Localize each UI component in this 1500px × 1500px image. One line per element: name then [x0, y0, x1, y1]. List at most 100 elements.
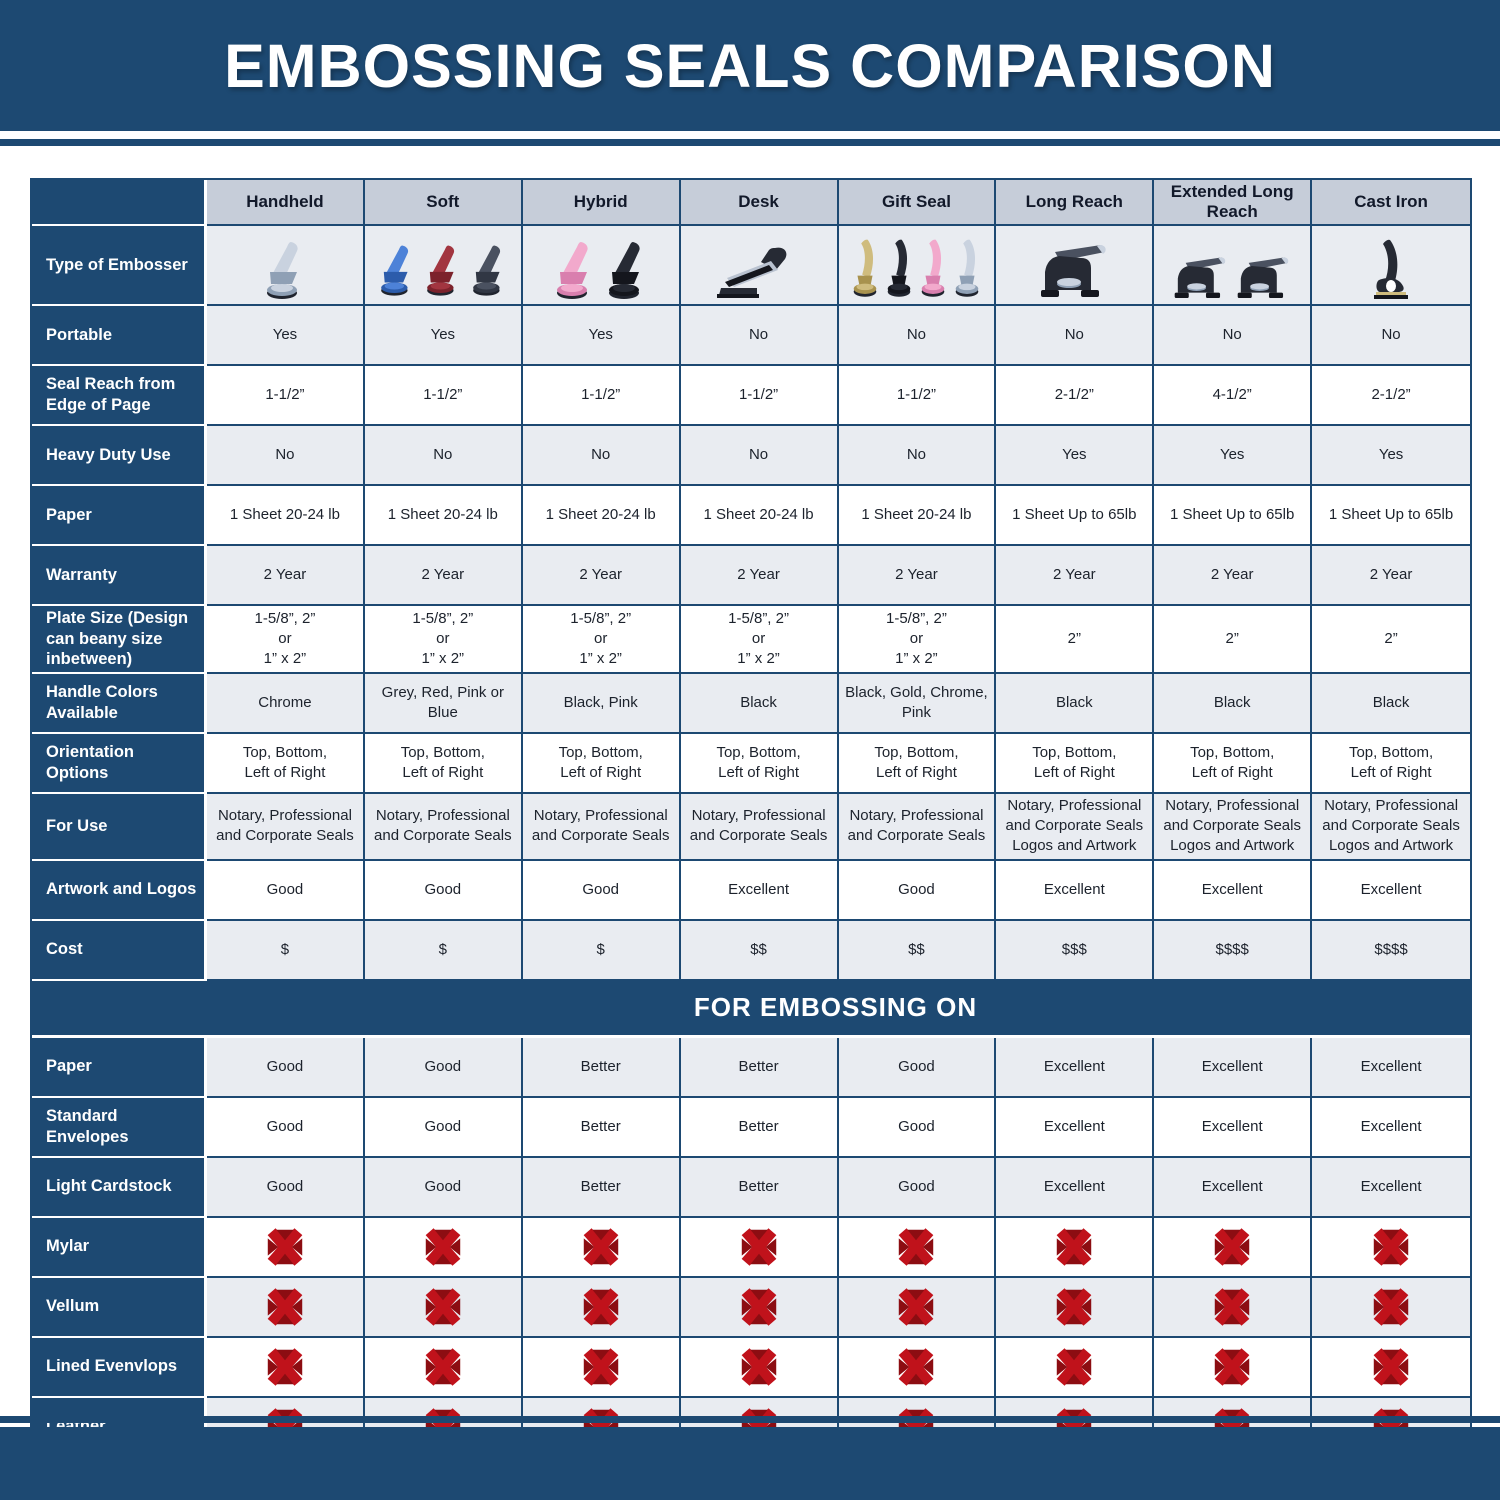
spec-cell: Notary, Professional and Corporate Seals: [364, 793, 523, 861]
not-suitable-cell: [522, 1277, 681, 1338]
not-suitable-cell: [996, 1337, 1155, 1398]
spec-cell: Grey, Red, Pink or Blue: [364, 673, 523, 734]
red-x-icon: [899, 1227, 934, 1266]
table-row: Heavy Duty Use No No No No No Yes Yes Yes: [32, 426, 1470, 486]
embosser-shape: [266, 242, 298, 299]
embosser-shape: [426, 245, 454, 296]
spec-cell: Notary, Professional and Corporate Seals: [522, 793, 681, 861]
red-x-icon: [899, 1347, 934, 1386]
red-x-icon: [741, 1347, 776, 1386]
spec-cell: 1 Sheet 20-24 lb: [364, 486, 523, 546]
spec-cell: No: [680, 306, 839, 366]
spec-cell: Good: [364, 1157, 523, 1218]
spec-cell: Chrome: [207, 673, 365, 734]
table-row: For Use Notary, Professional and Corporat…: [32, 793, 1470, 861]
spec-cell: Excellent: [1154, 860, 1313, 921]
spec-cell: Excellent: [996, 1097, 1155, 1158]
embosser-type-row: Type of Embosser: [32, 226, 1470, 306]
red-x-icon: [1056, 1227, 1092, 1266]
red-x-icon: [741, 1287, 776, 1326]
embosser-image-cell: [1312, 226, 1470, 306]
not-suitable-cell: [680, 1337, 839, 1398]
red-x-icon: [1056, 1347, 1092, 1386]
table-header-row: Handheld Soft Hybrid Desk Gift Seal Long Reac…: [32, 180, 1470, 226]
table-row: Handle Colors Available Chrome Grey, Red, …: [32, 673, 1470, 734]
spec-cell: 1-1/2”: [364, 366, 523, 426]
spec-cell: Better: [680, 1097, 839, 1158]
embosser-shape: [888, 239, 911, 297]
desk-embosser-icon: [687, 228, 831, 302]
section-band: FOR EMBOSSING ON: [32, 980, 1470, 1038]
row-label: Artwork and Logos: [32, 860, 207, 921]
spec-cell: Excellent: [1154, 1097, 1313, 1158]
extended-long-reach-embosser-icon: [1160, 228, 1304, 302]
embosser-shape: [854, 239, 877, 297]
spec-cell: Yes: [1154, 426, 1313, 486]
embosser-image-cell: [680, 226, 839, 306]
embosser-image-cell: [364, 226, 523, 306]
row-label: Handle Colors Available: [32, 673, 207, 734]
spec-cell: $$: [680, 920, 839, 981]
handheld-embosser-icon: [213, 228, 357, 302]
spec-cell: 1 Sheet 20-24 lb: [838, 486, 997, 546]
red-x-icon: [583, 1287, 619, 1326]
table-row: Paper Good Good Better Better Good Excellent Ex…: [32, 1037, 1470, 1098]
not-suitable-cell: [680, 1217, 839, 1278]
not-suitable-cell: [522, 1217, 681, 1278]
spec-cell: 1 Sheet Up to 65lb: [1312, 486, 1470, 546]
spec-cell: Better: [522, 1097, 681, 1158]
section-header: FOR EMBOSSING ON: [693, 992, 978, 1023]
red-x-icon: [1373, 1227, 1409, 1266]
spec-cell: Good: [207, 860, 365, 921]
spec-cell: $: [207, 920, 365, 981]
spec-cell: Excellent: [1312, 860, 1470, 921]
embosser-shape: [716, 247, 786, 298]
spec-cell: Excellent: [996, 860, 1155, 921]
column-header-cast-iron: Cast Iron: [1312, 180, 1470, 226]
red-x-icon: [1214, 1287, 1250, 1326]
row-label: Paper: [32, 486, 207, 546]
spec-cell: Better: [522, 1157, 681, 1218]
not-suitable-cell: [996, 1217, 1155, 1278]
embosser-shape: [380, 245, 408, 296]
spec-cell: Top, Bottom, Left of Right: [680, 733, 839, 794]
spec-cell: Better: [522, 1037, 681, 1098]
table-row: Seal Reach from Edge of Page 1-1/2” 1-1/2”…: [32, 366, 1470, 426]
embosser-image-cell: [1154, 226, 1313, 306]
table-row: Lined Evenvlops: [32, 1337, 1470, 1398]
spec-cell: 1-1/2”: [207, 366, 365, 426]
spec-cell: 1-1/2”: [522, 366, 681, 426]
spec-cell: Black: [996, 673, 1155, 734]
embosser-shape: [922, 239, 945, 297]
red-x-icon: [1214, 1227, 1250, 1266]
red-x-icon: [583, 1347, 619, 1386]
spec-cell: Top, Bottom, Left of Right: [1312, 733, 1470, 794]
page-title: EMBOSSING SEALS COMPARISON: [224, 31, 1276, 100]
table-row: Cost $ $ $ $$ $$ $$$ $$$$ $$$$: [32, 920, 1470, 981]
spec-cell: Good: [364, 1097, 523, 1158]
corner-cell: [32, 180, 207, 226]
red-x-icon: [899, 1287, 934, 1326]
soft-embosser-icon: [371, 228, 515, 302]
spec-cell: No: [1154, 306, 1313, 366]
spec-cell: Good: [838, 860, 997, 921]
spec-cell: Black, Gold, Chrome, Pink: [838, 673, 997, 734]
column-header-gift-seal: Gift Seal: [838, 180, 997, 226]
spec-cell: Good: [207, 1157, 365, 1218]
spec-cell: Good: [522, 860, 681, 921]
red-x-icon: [1373, 1347, 1409, 1386]
not-suitable-cell: [1312, 1277, 1470, 1338]
not-suitable-cell: [1154, 1217, 1313, 1278]
spec-cell: Better: [680, 1157, 839, 1218]
spec-cell: Yes: [996, 426, 1155, 486]
spec-cell: 2”: [1312, 606, 1470, 674]
spec-cell: Excellent: [680, 860, 839, 921]
red-x-icon: [267, 1287, 303, 1326]
spec-cell: 2 Year: [522, 546, 681, 606]
spec-cell: 1-1/2”: [680, 366, 839, 426]
spec-cell: No: [838, 306, 997, 366]
table-row: Light Cardstock Good Good Better Better Good E…: [32, 1157, 1470, 1218]
spec-cell: Black: [1312, 673, 1470, 734]
spec-cell: $: [522, 920, 681, 981]
embosser-image-cell: [838, 226, 997, 306]
